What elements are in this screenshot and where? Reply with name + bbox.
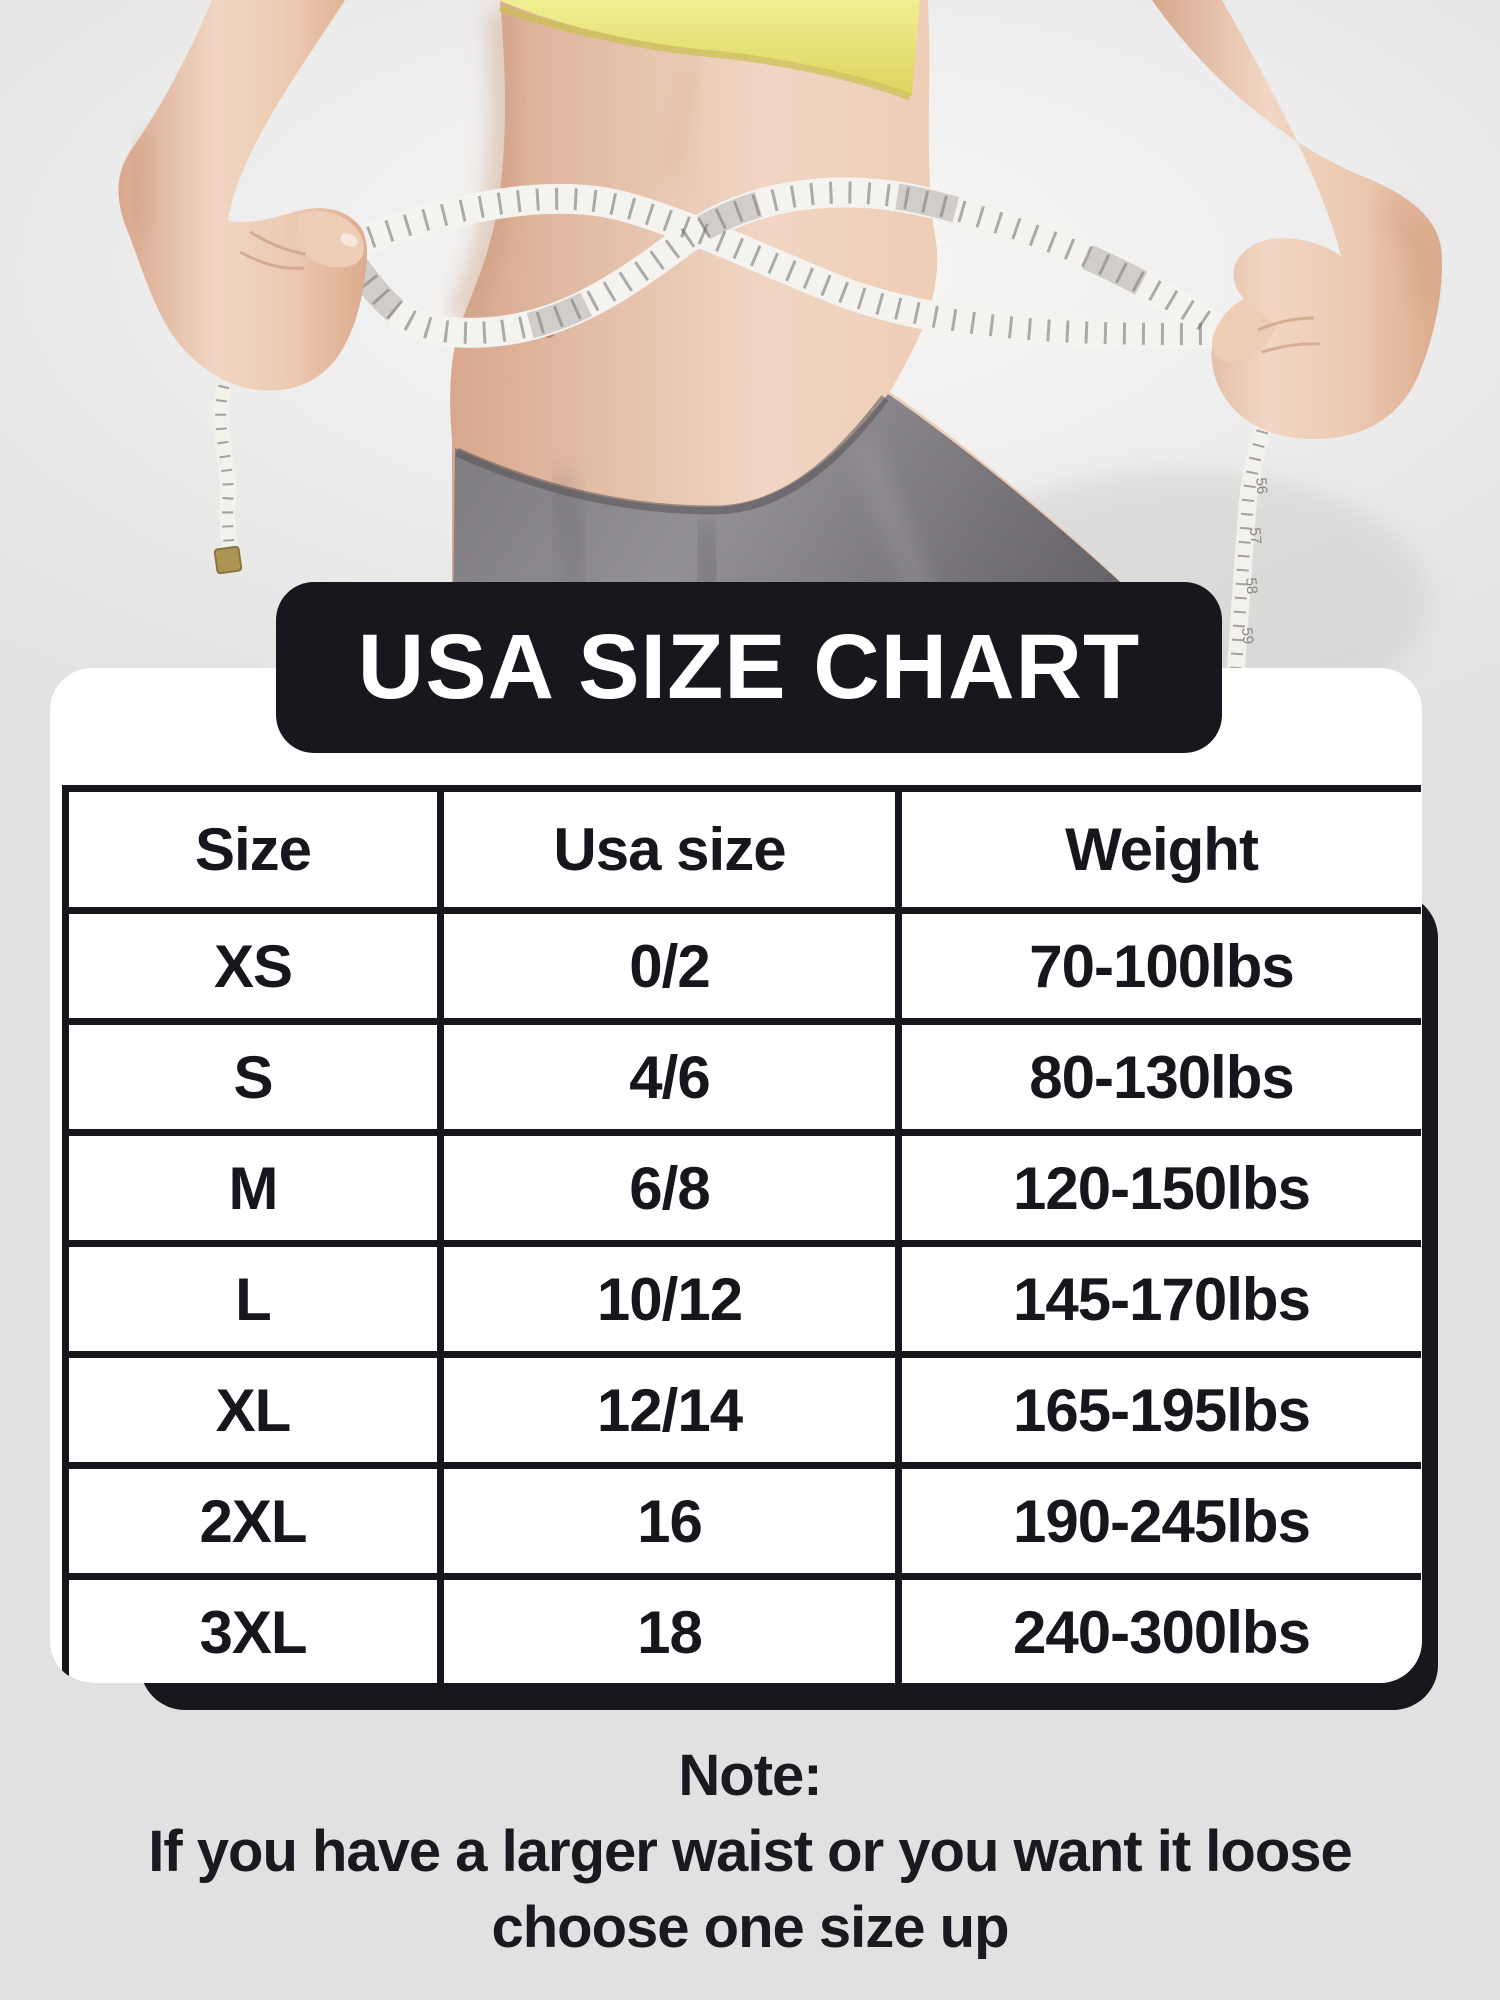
column-header: Size [69, 792, 437, 907]
note-heading: Note: [678, 1743, 822, 1808]
data-cell: 165-195lbs [902, 1358, 1421, 1462]
left-arm-shading [128, 135, 159, 235]
right-hand-line-2 [1261, 342, 1321, 354]
size-table: Size Usa size Weight XS 0/2 70-100lbs S 4/6 80-1… [62, 785, 1421, 1683]
note-line: If you have a larger waist or you want i… [148, 1819, 1353, 1884]
left-hand-line-1 [249, 230, 307, 256]
size-cell: L [69, 1247, 437, 1351]
yellow-top-hem [498, 4, 912, 101]
left-hand-line-2 [239, 250, 305, 270]
left-arm [118, 0, 367, 391]
yellow-top [498, 0, 920, 96]
note: Note: If you have a larger waist or you … [0, 1738, 1500, 1966]
title-badge: USA SIZE CHART [276, 582, 1222, 753]
data-cell: 18 [444, 1580, 895, 1683]
column-header: Usa size [444, 792, 895, 907]
tape-number: 56 [1252, 477, 1270, 495]
data-cell: 12/14 [444, 1358, 895, 1462]
tape-number: 57 [1246, 527, 1264, 545]
data-cell: 4/6 [444, 1025, 895, 1129]
note-line: choose one size up [491, 1895, 1010, 1960]
size-cell: XS [69, 914, 437, 1018]
size-chart-card: Size Usa size Weight XS 0/2 70-100lbs S 4/6 80-1… [50, 668, 1422, 1683]
right-arm-shading [1384, 202, 1434, 301]
data-cell: 190-245lbs [902, 1469, 1421, 1573]
data-cell: 10/12 [444, 1247, 895, 1351]
tape-metal-tip [213, 545, 243, 575]
tape-dangle-right [1227, 401, 1279, 669]
tape-dark-patches [345, 179, 1226, 346]
leggings-waistband [455, 395, 889, 515]
column-header: Weight [902, 792, 1421, 907]
tape-number: 59 [1238, 627, 1256, 645]
data-cell: 240-300lbs [902, 1580, 1421, 1683]
data-cell: 145-170lbs [902, 1247, 1421, 1351]
tape-strand-lower [341, 177, 1233, 348]
data-cell: 0/2 [444, 914, 895, 1018]
size-cell: XL [69, 1358, 437, 1462]
tape-strand-upper [337, 183, 1233, 350]
size-cell: 3XL [69, 1580, 437, 1683]
right-hand-line-1 [1257, 316, 1315, 332]
left-thumbnail [340, 233, 358, 247]
data-cell: 16 [444, 1469, 895, 1573]
chest-line [661, 59, 697, 178]
tape-dangle-left [212, 384, 238, 567]
size-cell: M [69, 1136, 437, 1240]
data-cell: 120-150lbs [902, 1136, 1421, 1240]
tape-dangle-left-ticks [215, 384, 235, 567]
data-cell: 6/8 [444, 1136, 895, 1240]
data-cell: 80-130lbs [902, 1025, 1421, 1129]
tape-number: 58 [1242, 577, 1260, 595]
left-hand-fingers [296, 210, 365, 268]
page-title: USA SIZE CHART [357, 616, 1141, 718]
size-cell: 2XL [69, 1469, 437, 1573]
tape-ticks-lower [347, 181, 1225, 344]
data-cell: 70-100lbs [902, 914, 1421, 1018]
right-hand-fingers [1211, 300, 1277, 362]
size-cell: S [69, 1025, 437, 1129]
